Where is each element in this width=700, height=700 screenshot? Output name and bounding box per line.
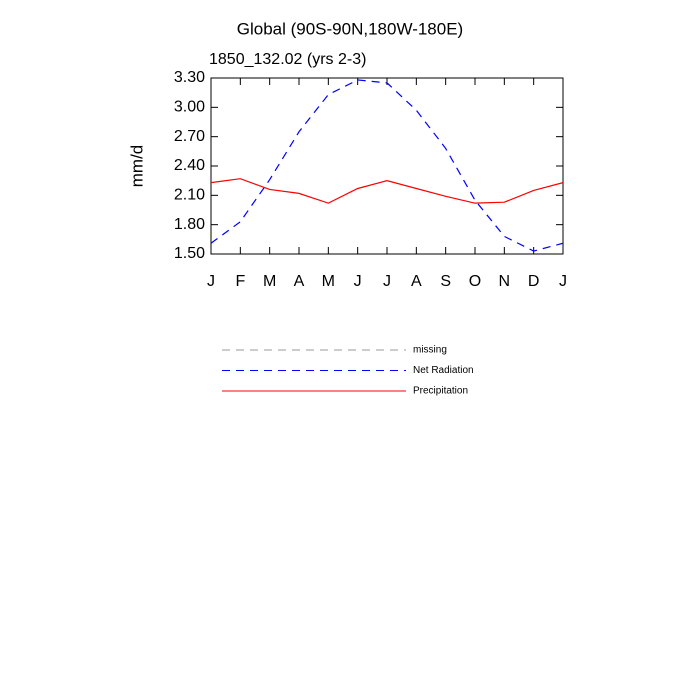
x-tick-label: D <box>528 273 540 290</box>
y-tick-label: 2.40 <box>174 157 205 174</box>
series-line <box>210 178 564 204</box>
y-axis-label: mm/d <box>127 145 146 188</box>
chart-subtitle: 1850_132.02 (yrs 2-3) <box>209 51 366 68</box>
x-tick-label: O <box>469 273 481 290</box>
x-tick-label: J <box>559 273 567 290</box>
x-tick-label: A <box>294 273 305 290</box>
legend-label: Precipitation <box>413 386 468 397</box>
x-tick-label: N <box>499 273 511 290</box>
series-line <box>210 79 564 252</box>
y-tick-label: 3.30 <box>174 69 205 86</box>
y-tick-label: 1.80 <box>174 216 205 233</box>
legend-label: missing <box>413 345 447 356</box>
y-tick-label: 2.10 <box>174 187 205 204</box>
x-tick-label: M <box>322 273 335 290</box>
x-tick-label: S <box>440 273 451 290</box>
y-tick-label: 3.00 <box>174 99 205 116</box>
y-tick-label: 1.50 <box>174 245 205 262</box>
x-tick-label: J <box>354 273 362 290</box>
x-tick-label: M <box>263 273 276 290</box>
chart-title: Global (90S-90N,180W-180E) <box>237 19 463 38</box>
y-tick-label: 2.70 <box>174 128 205 145</box>
x-tick-label: F <box>235 273 245 290</box>
x-tick-label: J <box>207 273 215 290</box>
x-tick-label: J <box>383 273 391 290</box>
x-tick-label: A <box>411 273 422 290</box>
legend-label: Net Radiation <box>413 365 474 376</box>
